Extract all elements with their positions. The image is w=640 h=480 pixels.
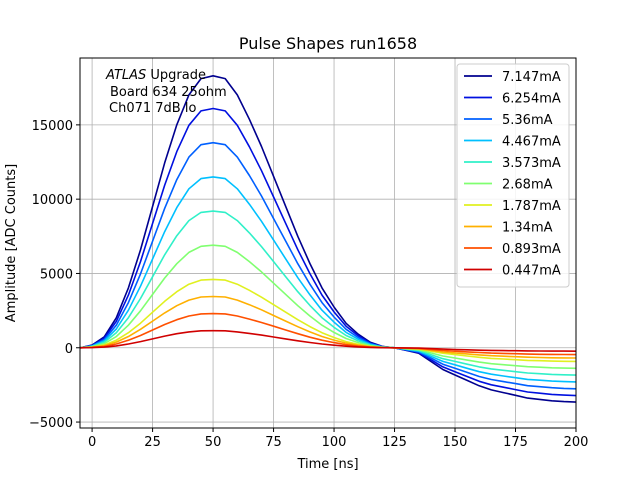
- atlas-annotation: ATLAS Upgrade Board 634 25ohm Ch071 7dB …: [105, 68, 227, 116]
- series-line-2.68mA: [79, 244, 577, 370]
- series-line-0.447mA: [79, 329, 577, 352]
- legend: 7.147mA 6.254mA 5.36mA 4.467mA 3.573mA 2.68mA…: [456, 63, 570, 288]
- legend-label: 4.467mA: [502, 135, 561, 150]
- axis-ticks: 0 25 50 75 100 125 150 175 200 −5000 0 5000 10000 150…: [29, 119, 588, 450]
- legend-label: 7.147mA: [502, 70, 561, 85]
- y-axis-label: Amplitude [ADC Counts]: [4, 164, 19, 322]
- legend-label: 1.34mA: [502, 221, 553, 236]
- y-tick-label: 5000: [40, 267, 73, 282]
- series-line-0.893mA: [79, 312, 577, 356]
- annotation-line-2: Board 634 25ohm: [110, 85, 227, 100]
- legend-label: 1.787mA: [502, 199, 561, 214]
- series-line-3.573mA: [79, 210, 577, 376]
- legend-label: 5.36mA: [502, 113, 553, 128]
- legend-label: 3.573mA: [502, 156, 561, 171]
- chart-title: Pulse Shapes run1658: [239, 34, 417, 53]
- x-tick-label: 175: [503, 435, 528, 450]
- y-tick-label: 0: [65, 342, 73, 357]
- series-line-1.34mA: [79, 295, 577, 359]
- y-tick-label: 15000: [32, 119, 73, 134]
- annotation-line-3: Ch071 7dB lo: [109, 101, 196, 116]
- annotation-upgrade: Upgrade: [146, 68, 206, 83]
- x-tick-label: 125: [382, 435, 407, 450]
- x-tick-label: 75: [265, 435, 282, 450]
- y-tick-label: 10000: [32, 193, 73, 208]
- x-tick-label: 25: [144, 435, 161, 450]
- series-line-6.254mA: [79, 107, 577, 397]
- series-line-4.467mA: [79, 176, 577, 383]
- legend-label: 0.447mA: [502, 264, 561, 279]
- x-axis-label: Time [ns]: [296, 457, 358, 472]
- series-line-5.36mA: [79, 141, 577, 390]
- x-tick-label: 0: [88, 435, 96, 450]
- x-tick-label: 50: [205, 435, 222, 450]
- legend-label: 6.254mA: [502, 92, 561, 107]
- series-lines: [79, 75, 577, 403]
- plot-frame: [79, 57, 577, 429]
- series-line-7.147mA: [79, 75, 577, 403]
- annotation-atlas: ATLAS: [105, 68, 146, 83]
- series-line-1.787mA: [79, 278, 577, 363]
- x-tick-label: 100: [322, 435, 347, 450]
- x-tick-label: 200: [564, 435, 589, 450]
- legend-label: 0.893mA: [502, 242, 561, 257]
- y-tick-label: −5000: [29, 416, 73, 431]
- legend-label: 2.68mA: [502, 178, 553, 193]
- annotation-line-1: ATLAS Upgrade: [105, 68, 206, 83]
- x-tick-label: 150: [443, 435, 468, 450]
